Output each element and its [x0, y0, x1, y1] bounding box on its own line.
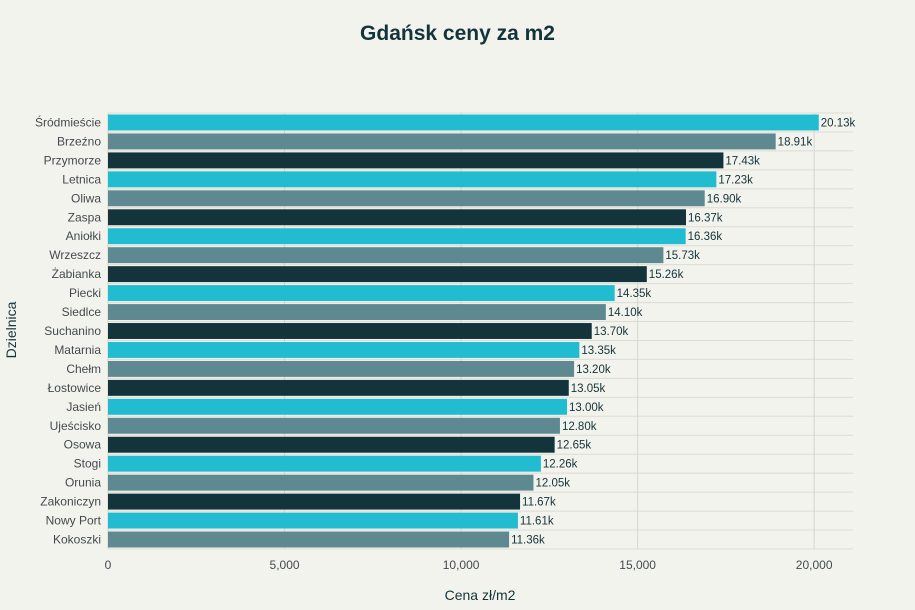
bar — [108, 190, 705, 207]
bar — [108, 379, 569, 396]
data-label: 11.36k — [511, 535, 545, 547]
category-label: Jasień — [66, 400, 101, 414]
category-label: Matarnia — [54, 343, 101, 357]
data-label: 12.80k — [562, 421, 597, 433]
data-label: 13.05k — [571, 383, 606, 395]
category-label: Chełm — [66, 362, 101, 376]
category-label: Ujeścisko — [50, 419, 102, 433]
data-label: 12.26k — [543, 459, 578, 471]
data-label: 13.35k — [581, 345, 616, 357]
bar — [108, 285, 615, 302]
category-label: Aniołki — [66, 229, 101, 243]
data-label: 11.67k — [522, 497, 556, 509]
category-label: Osowa — [64, 438, 102, 452]
category-label: Suchanino — [44, 324, 101, 338]
bar — [108, 228, 686, 245]
bar — [108, 171, 717, 188]
bar — [108, 455, 541, 472]
bar — [108, 323, 592, 339]
category-label: Brzeźno — [57, 134, 101, 148]
category-label: Łostowice — [48, 381, 102, 395]
data-label: 16.90k — [707, 193, 742, 205]
category-label: Siedlce — [62, 305, 102, 319]
category-label: Zaspa — [68, 210, 102, 224]
category-label: Stogi — [74, 457, 101, 471]
bar — [108, 417, 560, 434]
category-label: Piecki — [69, 286, 101, 300]
grid-layer — [107, 112, 853, 550]
data-label: 13.70k — [594, 326, 629, 338]
bar — [108, 266, 647, 283]
category-label: Nowy Port — [46, 514, 102, 528]
category-label: Żabianka — [52, 267, 102, 281]
data-label: 13.20k — [576, 364, 611, 376]
x-tick-label: 15,000 — [619, 558, 656, 572]
labels-layer: 0 5,000 10,000 15,000 20,000 Śródmieście 20.13… — [35, 114, 856, 572]
y-axis-title: Dzielnica — [3, 301, 19, 358]
bar — [108, 493, 521, 510]
bar — [108, 114, 819, 131]
bar — [108, 398, 568, 415]
data-label: 17.23k — [718, 174, 753, 186]
bar — [108, 436, 555, 453]
bar — [108, 152, 724, 169]
bar — [108, 247, 664, 264]
category-label: Zakoniczyn — [40, 495, 101, 509]
x-tick-label: 5,000 — [270, 558, 300, 572]
x-tick-label: 20,000 — [796, 558, 833, 572]
x-tick-label: 10,000 — [443, 558, 480, 572]
category-label: Przymorze — [44, 153, 102, 167]
x-axis-title: Cena zł/m2 — [445, 587, 516, 603]
category-label: Śródmieście — [35, 114, 101, 129]
bar — [108, 133, 776, 150]
bars-layer — [108, 114, 819, 548]
data-label: 11.61k — [520, 516, 554, 528]
category-label: Kokoszki — [53, 533, 101, 547]
data-label: 16.37k — [688, 212, 723, 224]
data-label: 16.36k — [688, 231, 723, 243]
chart-title: Gdańsk ceny za m2 — [360, 22, 555, 45]
category-label: Letnica — [62, 172, 101, 186]
category-label: Orunia — [65, 476, 101, 490]
data-label: 15.26k — [649, 269, 684, 281]
data-label: 13.00k — [569, 402, 604, 414]
bar — [108, 512, 518, 529]
data-label: 14.10k — [608, 307, 643, 319]
data-label: 18.91k — [778, 136, 813, 148]
data-label: 12.05k — [535, 478, 570, 490]
data-label: 15.73k — [665, 250, 700, 262]
bar — [108, 360, 575, 377]
bar — [108, 531, 510, 548]
category-label: Wrzeszcz — [49, 248, 101, 262]
bar — [108, 474, 534, 491]
category-label: Oliwa — [71, 191, 101, 205]
x-tick-label: 0 — [105, 558, 112, 572]
bar — [108, 209, 686, 226]
data-label: 17.43k — [725, 155, 760, 167]
bar — [108, 304, 606, 321]
data-label: 14.35k — [617, 288, 652, 300]
data-label: 20.13k — [821, 117, 856, 129]
bar — [108, 341, 580, 358]
data-label: 12.65k — [557, 440, 592, 452]
